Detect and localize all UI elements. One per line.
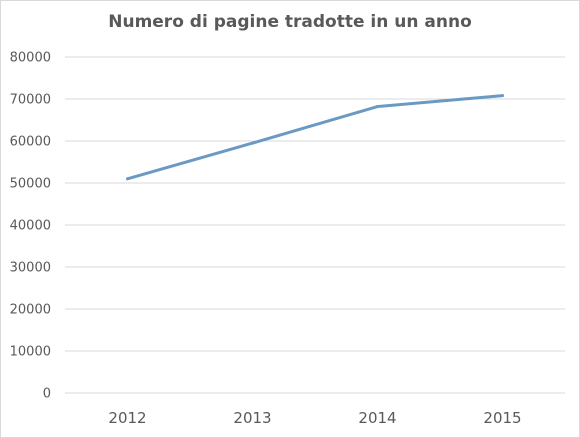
data-point: [126, 177, 129, 181]
data-point: [251, 141, 254, 145]
y-tick-label: 10000: [10, 345, 51, 360]
data-point: [376, 105, 379, 109]
y-tick-label: 60000: [10, 135, 51, 150]
x-tick-label: 2012: [108, 409, 146, 427]
series-line-segment: [126, 141, 254, 181]
chart-title: Numero di pagine tradotte in un anno: [108, 12, 472, 32]
x-tick-label: 2014: [358, 409, 396, 427]
y-tick-label: 80000: [10, 51, 51, 66]
y-tick-label: 0: [43, 387, 51, 402]
y-tick-label: 70000: [10, 93, 51, 108]
x-tick-label: 2013: [233, 409, 271, 427]
y-tick-label: 50000: [10, 177, 51, 192]
series-line-segment: [251, 105, 379, 145]
data-point: [501, 94, 504, 98]
y-tick-label: 30000: [10, 261, 51, 276]
y-tick-label: 40000: [10, 219, 51, 234]
x-tick-label: 2015: [483, 409, 521, 427]
series-line-segment: [376, 94, 504, 109]
y-tick-label: 20000: [10, 303, 51, 318]
